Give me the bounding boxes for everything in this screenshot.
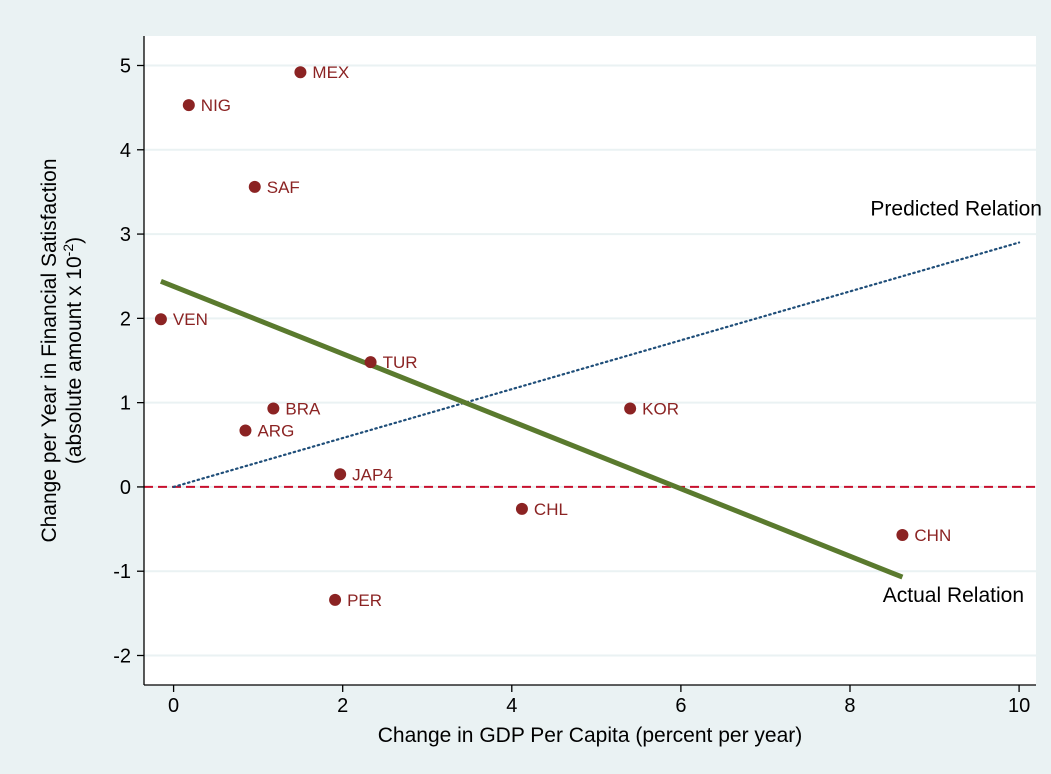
- data-point-label-chl: CHL: [534, 500, 568, 519]
- data-point-label-mex: MEX: [312, 63, 349, 82]
- data-point-label-bra: BRA: [285, 400, 321, 419]
- y-axis-title: Change per Year in Financial Satisfactio…: [38, 158, 86, 542]
- y-axis-title-exponent: -2: [60, 244, 76, 257]
- x-tick-label: 0: [168, 695, 179, 717]
- y-tick-label: 0: [120, 477, 131, 499]
- actual-relation-label: Actual Relation: [883, 584, 1024, 607]
- data-point-label-per: PER: [347, 591, 382, 610]
- data-point-arg: [239, 424, 252, 437]
- x-tick-label: 6: [675, 695, 686, 717]
- y-tick-label: 2: [120, 308, 131, 330]
- y-tick-label: -1: [113, 561, 131, 583]
- data-point-label-chn: CHN: [914, 526, 951, 545]
- actual-relation-line: [159, 278, 904, 580]
- predicted-relation-label: Predicted Relation: [870, 198, 1042, 221]
- x-tick-label: 10: [1008, 695, 1030, 717]
- data-point-per: [329, 593, 342, 606]
- plot-area: [144, 36, 1036, 685]
- data-point-label-nig: NIG: [201, 96, 231, 115]
- x-tick-label: 8: [844, 695, 855, 717]
- data-point-saf: [248, 180, 261, 193]
- data-point-chl: [515, 502, 528, 515]
- y-tick-label: 5: [120, 56, 131, 78]
- data-point-tur: [364, 356, 377, 369]
- y-tick-label: 3: [120, 224, 131, 246]
- y-axis-title-suffix: ): [63, 237, 86, 244]
- y-axis-title-prefix: (absolute amount x 10: [63, 256, 86, 464]
- x-tick-labels: 0 2 4 6 8 10: [168, 695, 1030, 717]
- data-point-bra: [267, 402, 280, 415]
- axes: [137, 36, 1036, 692]
- data-point-label-saf: SAF: [267, 178, 300, 197]
- data-point-label-tur: TUR: [383, 353, 418, 372]
- y-axis-title-line1: Change per Year in Financial Satisfactio…: [38, 158, 61, 542]
- data-point-mex: [294, 66, 307, 79]
- data-point-label-ven: VEN: [173, 310, 208, 329]
- x-tick-label: 4: [506, 695, 517, 717]
- y-tick-labels: -2 -1 0 1 2 3 4 5: [113, 56, 131, 668]
- data-point-nig: [182, 99, 195, 112]
- data-point-ven: [154, 313, 167, 326]
- data-point-jap4: [334, 468, 347, 481]
- y-tick-label: 1: [120, 393, 131, 415]
- y-tick-label: -2: [113, 646, 131, 668]
- data-point-chn: [896, 528, 909, 541]
- data-point-kor: [624, 402, 637, 415]
- x-tick-label: 2: [337, 695, 348, 717]
- x-axis-title: Change in GDP Per Capita (percent per ye…: [378, 724, 803, 747]
- data-point-label-kor: KOR: [642, 400, 679, 419]
- predicted-relation-line: [172, 241, 1021, 489]
- data-point-label-arg: ARG: [257, 421, 294, 440]
- y-axis-title-line2: (absolute amount x 10-2): [60, 237, 86, 464]
- y-tick-label: 4: [120, 140, 131, 162]
- data-points: MEX NIG SAF VEN TUR BRA KOR ARG JAP4 CHL CHN PER: [154, 63, 951, 610]
- data-point-label-jap4: JAP4: [352, 465, 393, 484]
